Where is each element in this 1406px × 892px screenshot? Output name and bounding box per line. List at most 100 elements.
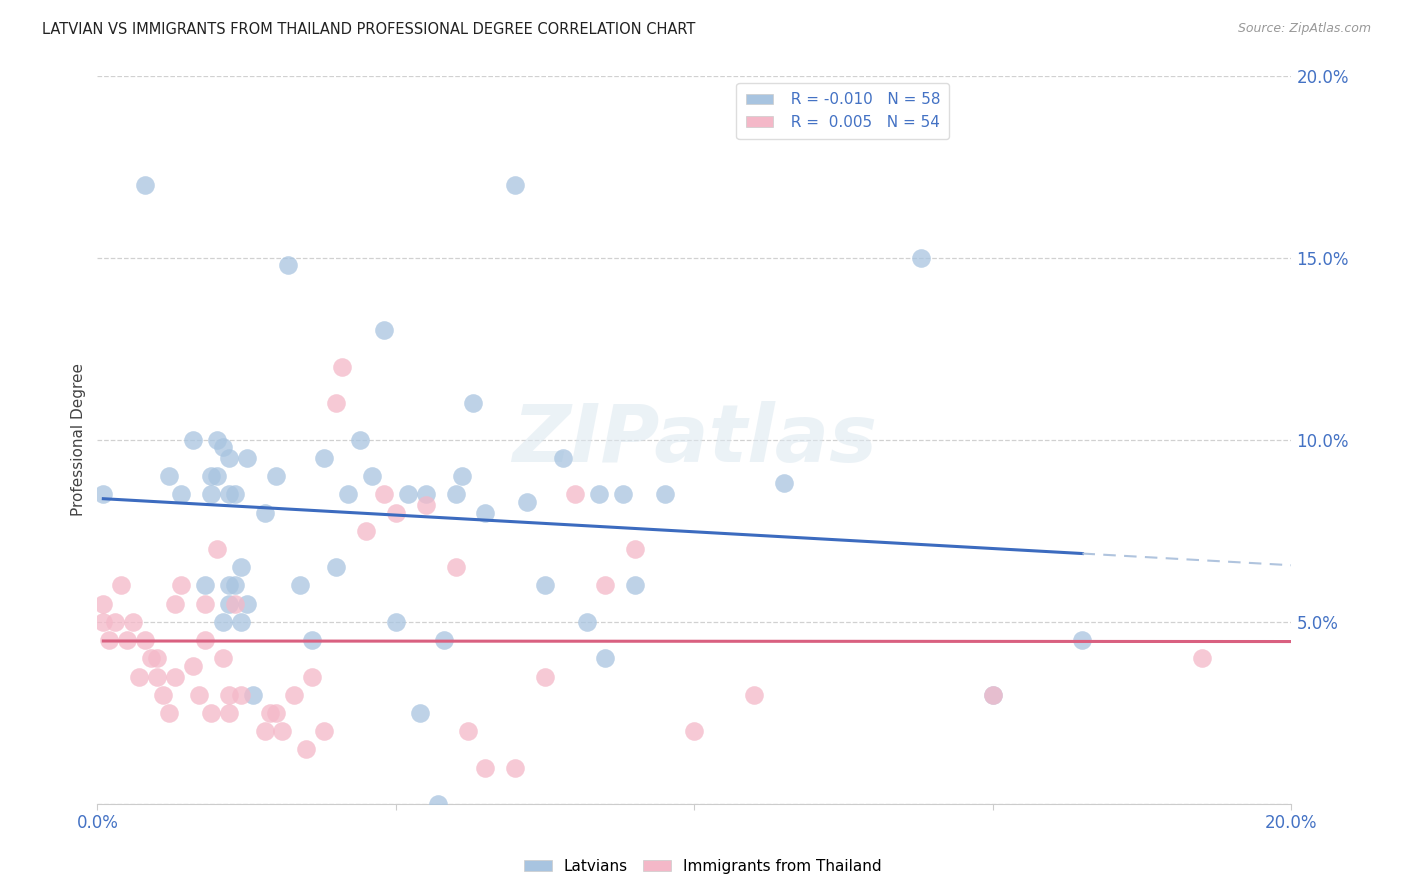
- Point: [271, 724, 294, 739]
- Point: [157, 706, 180, 720]
- Point: [415, 487, 437, 501]
- Point: [259, 706, 281, 720]
- Point: [163, 669, 186, 683]
- Point: [457, 724, 479, 739]
- Point: [218, 706, 240, 720]
- Point: [229, 688, 252, 702]
- Point: [122, 615, 145, 629]
- Point: [337, 487, 360, 501]
- Point: [229, 615, 252, 629]
- Point: [683, 724, 706, 739]
- Point: [205, 469, 228, 483]
- Point: [981, 688, 1004, 702]
- Point: [612, 487, 634, 501]
- Point: [91, 487, 114, 501]
- Point: [301, 669, 323, 683]
- Point: [91, 597, 114, 611]
- Point: [503, 760, 526, 774]
- Point: [134, 178, 156, 192]
- Point: [623, 541, 645, 556]
- Point: [325, 560, 347, 574]
- Point: [224, 487, 246, 501]
- Point: [564, 487, 586, 501]
- Point: [314, 724, 336, 739]
- Point: [253, 724, 276, 739]
- Point: [474, 506, 496, 520]
- Point: [194, 597, 217, 611]
- Legend: Latvians, Immigrants from Thailand: Latvians, Immigrants from Thailand: [519, 853, 887, 880]
- Point: [181, 433, 204, 447]
- Point: [205, 433, 228, 447]
- Point: [463, 396, 485, 410]
- Point: [146, 669, 169, 683]
- Point: [385, 506, 408, 520]
- Point: [426, 797, 449, 811]
- Point: [91, 615, 114, 629]
- Point: [396, 487, 419, 501]
- Point: [385, 615, 408, 629]
- Point: [134, 633, 156, 648]
- Point: [110, 578, 132, 592]
- Point: [516, 494, 538, 508]
- Point: [534, 578, 557, 592]
- Point: [266, 706, 288, 720]
- Legend:   R = -0.010   N = 58,   R =  0.005   N = 54: R = -0.010 N = 58, R = 0.005 N = 54: [737, 83, 949, 139]
- Point: [325, 396, 347, 410]
- Point: [450, 469, 472, 483]
- Point: [187, 688, 209, 702]
- Point: [229, 560, 252, 574]
- Point: [373, 323, 395, 337]
- Point: [349, 433, 371, 447]
- Point: [200, 487, 222, 501]
- Point: [1191, 651, 1213, 665]
- Point: [575, 615, 598, 629]
- Point: [503, 178, 526, 192]
- Point: [290, 578, 312, 592]
- Point: [170, 578, 193, 592]
- Point: [181, 658, 204, 673]
- Point: [593, 651, 616, 665]
- Point: [981, 688, 1004, 702]
- Point: [1071, 633, 1094, 648]
- Point: [205, 541, 228, 556]
- Point: [354, 524, 377, 538]
- Point: [139, 651, 162, 665]
- Point: [314, 450, 336, 465]
- Point: [200, 469, 222, 483]
- Point: [211, 440, 233, 454]
- Point: [433, 633, 456, 648]
- Point: [409, 706, 432, 720]
- Point: [773, 476, 796, 491]
- Point: [242, 688, 264, 702]
- Point: [170, 487, 193, 501]
- Point: [361, 469, 384, 483]
- Point: [211, 651, 233, 665]
- Point: [474, 760, 496, 774]
- Point: [373, 487, 395, 501]
- Text: ZIPatlas: ZIPatlas: [512, 401, 877, 479]
- Point: [415, 498, 437, 512]
- Point: [218, 688, 240, 702]
- Point: [910, 251, 932, 265]
- Point: [593, 578, 616, 592]
- Point: [623, 578, 645, 592]
- Point: [163, 597, 186, 611]
- Point: [218, 597, 240, 611]
- Point: [128, 669, 150, 683]
- Point: [115, 633, 138, 648]
- Point: [534, 669, 557, 683]
- Point: [588, 487, 610, 501]
- Point: [235, 597, 257, 611]
- Point: [152, 688, 174, 702]
- Point: [218, 578, 240, 592]
- Y-axis label: Professional Degree: Professional Degree: [72, 363, 86, 516]
- Point: [295, 742, 318, 756]
- Point: [224, 597, 246, 611]
- Point: [444, 560, 467, 574]
- Point: [157, 469, 180, 483]
- Point: [194, 633, 217, 648]
- Point: [218, 487, 240, 501]
- Point: [654, 487, 676, 501]
- Text: Source: ZipAtlas.com: Source: ZipAtlas.com: [1237, 22, 1371, 36]
- Point: [266, 469, 288, 483]
